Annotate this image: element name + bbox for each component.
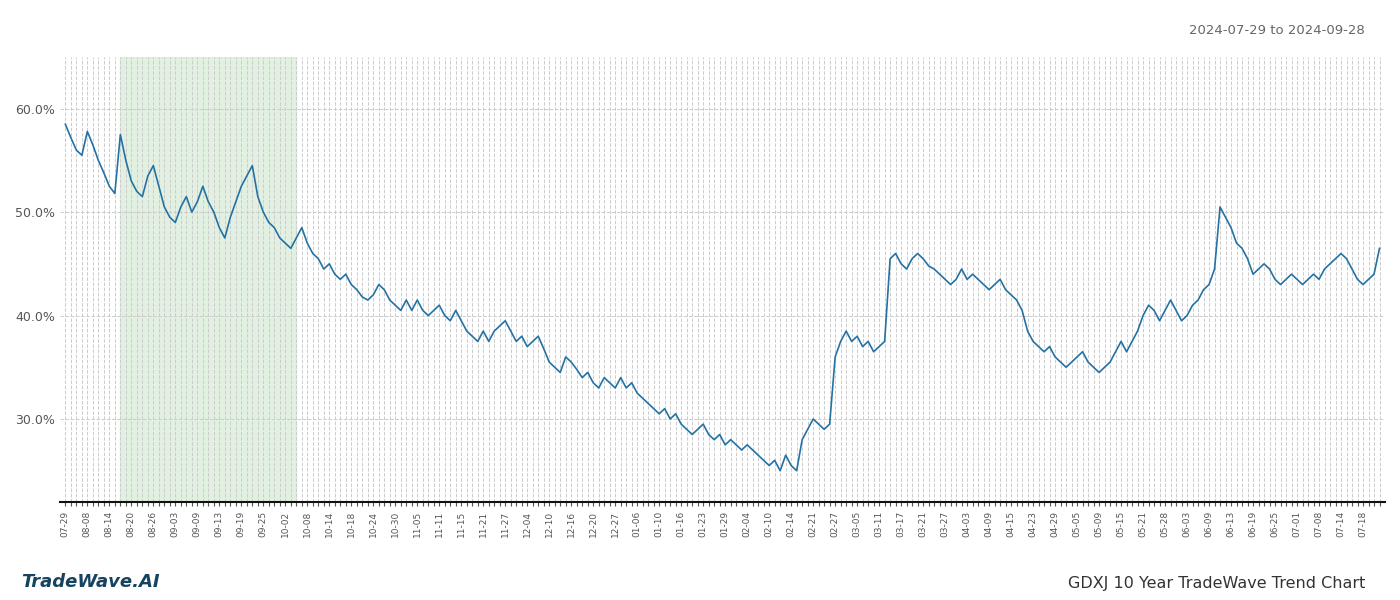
Text: TradeWave.AI: TradeWave.AI	[21, 573, 160, 591]
Bar	[120, 57, 297, 502]
Text: 2024-07-29 to 2024-09-28: 2024-07-29 to 2024-09-28	[1189, 24, 1365, 37]
Text: GDXJ 10 Year TradeWave Trend Chart: GDXJ 10 Year TradeWave Trend Chart	[1068, 576, 1365, 591]
